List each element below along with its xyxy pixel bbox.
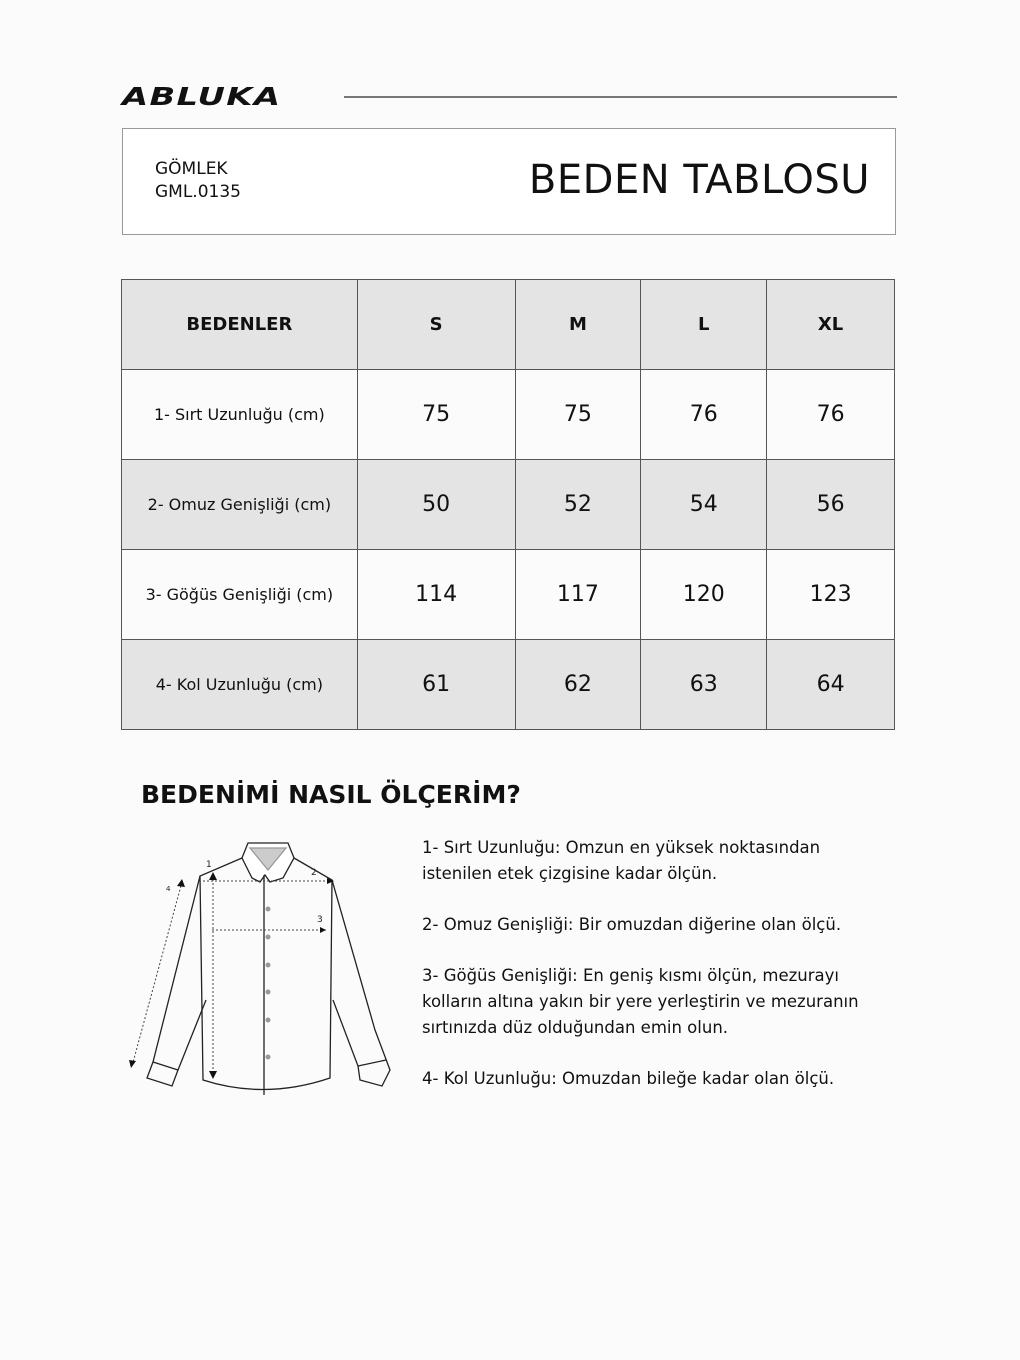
row-label: 2- Omuz Genişliği (cm): [121, 459, 358, 550]
diagram-label-3: 3: [317, 915, 323, 925]
row-label: 3- Göğüs Genişliği (cm): [121, 549, 358, 640]
cell: 54: [640, 459, 768, 550]
diagram-label-2: 2: [311, 868, 317, 878]
cell: 56: [766, 459, 895, 550]
product-type: GÖMLEK: [155, 159, 228, 179]
cell: 63: [640, 639, 768, 730]
title-box: GÖMLEK GML.0135 BEDEN TABLOSU: [122, 128, 896, 235]
measurement-instructions: 1- Sırt Uzunluğu: Omzun en yüksek noktas…: [422, 835, 892, 1117]
cell: 64: [766, 639, 895, 730]
table-row: 3- Göğüs Genişliği (cm) 114 117 120 123: [121, 549, 895, 640]
column-header: XL: [766, 279, 895, 370]
column-header: L: [640, 279, 768, 370]
brand-logo: ABLUKA: [122, 82, 282, 111]
arrow-heads: [129, 872, 334, 1079]
table-row: 2- Omuz Genişliği (cm) 50 52 54 56: [121, 459, 895, 550]
row-label: 1- Sırt Uzunluğu (cm): [121, 369, 358, 460]
shirt-measurement-diagram: 1 2 3 4: [129, 842, 391, 1095]
product-info: GÖMLEK GML.0135: [155, 158, 241, 204]
instruction-item: 1- Sırt Uzunluğu: Omzun en yüksek noktas…: [422, 838, 821, 883]
buttons: [265, 906, 271, 1060]
row-label: 4- Kol Uzunluğu (cm): [121, 639, 358, 730]
table-row: 4- Kol Uzunluğu (cm) 61 62 63 64: [121, 639, 895, 730]
cell: 50: [356, 459, 516, 550]
product-code: GML.0135: [155, 182, 241, 202]
shirt-outline: [146, 842, 391, 1095]
instruction-item: 3- Göğüs Genişliği: En geniş kısmı ölçün…: [422, 966, 859, 1037]
cell: 52: [514, 459, 642, 550]
how-to-measure-title: BEDENİMİ NASIL ÖLÇERİM?: [141, 780, 521, 809]
column-header: BEDENLER: [121, 279, 358, 370]
instruction-item: 2- Omuz Genişliği: Bir omuzdan diğerine …: [422, 915, 842, 934]
column-header: S: [356, 279, 516, 370]
size-table: BEDENLER S M L XL 1- Sırt Uzunluğu (cm) …: [121, 279, 895, 730]
cell: 75: [514, 369, 642, 460]
cell: 76: [640, 369, 768, 460]
diagram-label-1: 1: [206, 860, 212, 870]
cell: 120: [640, 549, 768, 640]
cell: 62: [514, 639, 642, 730]
cell: 76: [766, 369, 895, 460]
cell: 75: [356, 369, 516, 460]
header-rule: [344, 96, 897, 98]
page-title: BEDEN TABLOSU: [528, 157, 870, 203]
measurement-lines: [131, 875, 333, 1075]
diagram-label-4: 4: [166, 885, 171, 893]
cell: 61: [356, 639, 516, 730]
instruction-item: 4- Kol Uzunluğu: Omuzdan bileğe kadar ol…: [422, 1069, 835, 1088]
cell: 117: [514, 549, 642, 640]
table-row: 1- Sırt Uzunluğu (cm) 75 75 76 76: [121, 369, 895, 460]
cell: 114: [356, 549, 516, 640]
table-header-row: BEDENLER S M L XL: [121, 279, 895, 370]
cell: 123: [766, 549, 895, 640]
column-header: M: [514, 279, 642, 370]
